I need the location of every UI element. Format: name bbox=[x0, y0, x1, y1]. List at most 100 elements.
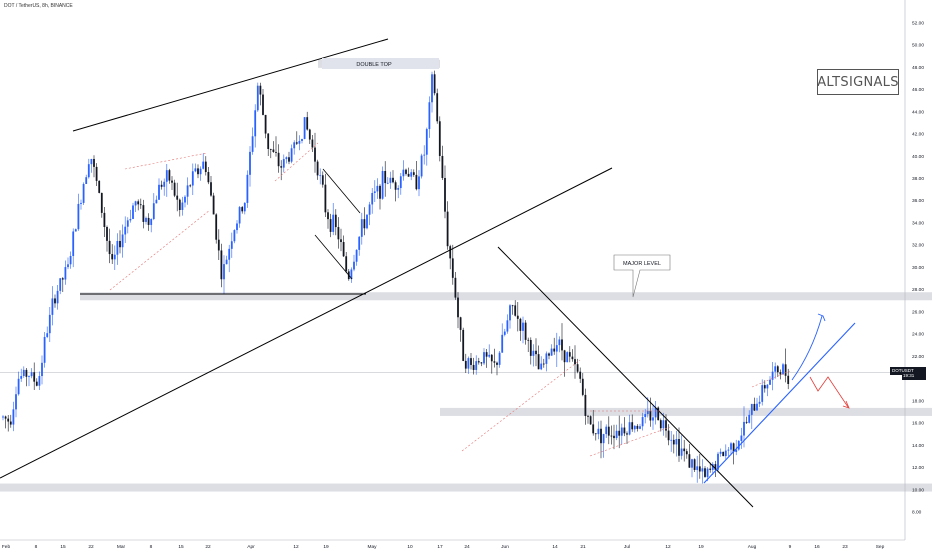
candle-body bbox=[636, 425, 639, 429]
candle-body bbox=[529, 339, 532, 356]
candle-body bbox=[524, 322, 527, 340]
x-tick-label: 19 bbox=[698, 544, 704, 550]
candle-body bbox=[319, 175, 322, 177]
candle-body bbox=[678, 439, 680, 456]
candle-body bbox=[698, 466, 701, 472]
candle-body bbox=[368, 204, 371, 215]
candle-body bbox=[337, 227, 340, 240]
candle-body bbox=[600, 428, 602, 444]
bullish-trendline bbox=[703, 322, 856, 484]
candle-body bbox=[602, 434, 605, 444]
candle-body bbox=[145, 217, 147, 222]
candle-body bbox=[69, 255, 72, 265]
candle-body bbox=[264, 114, 267, 134]
x-tick-label: 21 bbox=[580, 544, 586, 550]
candle-body bbox=[418, 176, 420, 190]
candle-body bbox=[522, 322, 524, 331]
x-tick-label: 23 bbox=[842, 544, 848, 550]
level-band bbox=[440, 407, 932, 416]
candle-body bbox=[514, 305, 517, 316]
candle-body bbox=[184, 196, 186, 203]
candle-body bbox=[457, 297, 459, 318]
candle-body bbox=[93, 158, 95, 167]
candle-body bbox=[288, 157, 290, 162]
y-tick-label: 46.00 bbox=[912, 87, 924, 93]
candle-body bbox=[745, 421, 748, 423]
candle-body bbox=[178, 199, 181, 210]
candle-body bbox=[555, 345, 558, 352]
candle-body bbox=[576, 364, 579, 372]
candle-body bbox=[737, 440, 740, 450]
x-tick-label: 15 bbox=[178, 544, 184, 550]
candle-body bbox=[230, 241, 233, 249]
candle-body bbox=[95, 166, 98, 181]
candle-body bbox=[566, 352, 569, 363]
y-tick-label: 12.00 bbox=[912, 465, 924, 471]
candle-body bbox=[132, 205, 134, 219]
x-tick-label: 24 bbox=[464, 544, 470, 550]
candle-body bbox=[324, 184, 327, 213]
x-tick-label: Aug bbox=[748, 544, 757, 550]
candle-body bbox=[303, 117, 306, 139]
consolidation-upper bbox=[751, 370, 791, 388]
candle-body bbox=[327, 212, 329, 220]
candle-body bbox=[571, 356, 574, 360]
candle-body bbox=[181, 202, 184, 210]
candle-body bbox=[275, 151, 277, 153]
candle-body bbox=[670, 439, 673, 441]
candle-body bbox=[366, 214, 368, 229]
arrowhead-up bbox=[817, 313, 826, 322]
candle-body bbox=[693, 459, 696, 470]
candle-body bbox=[217, 239, 220, 251]
candle-body bbox=[25, 369, 28, 377]
wedge-lower bbox=[314, 234, 353, 280]
candle-body bbox=[381, 171, 384, 199]
candle-body bbox=[12, 409, 15, 425]
candle-body bbox=[116, 240, 119, 255]
candle-body bbox=[54, 298, 56, 304]
candle-body bbox=[397, 188, 400, 190]
candle-body bbox=[610, 435, 613, 437]
candle-body bbox=[527, 339, 530, 341]
y-tick-label: 10.00 bbox=[912, 487, 924, 493]
candle-body bbox=[722, 451, 725, 457]
candle-body bbox=[758, 401, 761, 404]
candle-body bbox=[199, 168, 202, 175]
candle-body bbox=[709, 468, 712, 470]
candle-body bbox=[345, 256, 348, 272]
candle-body bbox=[64, 267, 67, 280]
candle-body bbox=[22, 369, 25, 377]
candle-body bbox=[207, 172, 210, 183]
candle-body bbox=[628, 422, 631, 435]
level-band bbox=[0, 483, 932, 492]
candle-body bbox=[727, 449, 730, 451]
candle-body bbox=[82, 184, 85, 203]
wedge-upper bbox=[322, 168, 361, 214]
y-tick-label: 28.00 bbox=[912, 287, 924, 293]
candle-body bbox=[272, 149, 275, 152]
candle-body bbox=[280, 166, 283, 168]
arrowhead-down bbox=[842, 400, 850, 409]
trend-lines bbox=[0, 38, 856, 508]
price-axis: 52.00 50.00 48.00 46.00 44.00 42.00 40.00 38.00… bbox=[904, 0, 924, 540]
candle-body bbox=[220, 250, 223, 280]
x-tick-label: Mar bbox=[117, 544, 126, 550]
candle-body bbox=[753, 403, 756, 411]
candle-body bbox=[493, 361, 496, 363]
candle-body bbox=[2, 416, 4, 418]
candle-body bbox=[399, 176, 402, 189]
candle-body bbox=[225, 259, 228, 265]
candle-body bbox=[420, 155, 423, 177]
candle-body bbox=[103, 212, 106, 227]
candle-body bbox=[594, 433, 597, 435]
candle-body bbox=[254, 110, 257, 137]
candle-body bbox=[597, 428, 600, 435]
candle-body bbox=[282, 159, 285, 168]
countdown-badge: 19:31 bbox=[902, 372, 926, 380]
candle-body bbox=[623, 427, 626, 434]
candle-body bbox=[43, 336, 46, 363]
candle-body bbox=[613, 435, 615, 439]
candle-body bbox=[581, 378, 584, 395]
candle-body bbox=[743, 421, 745, 436]
